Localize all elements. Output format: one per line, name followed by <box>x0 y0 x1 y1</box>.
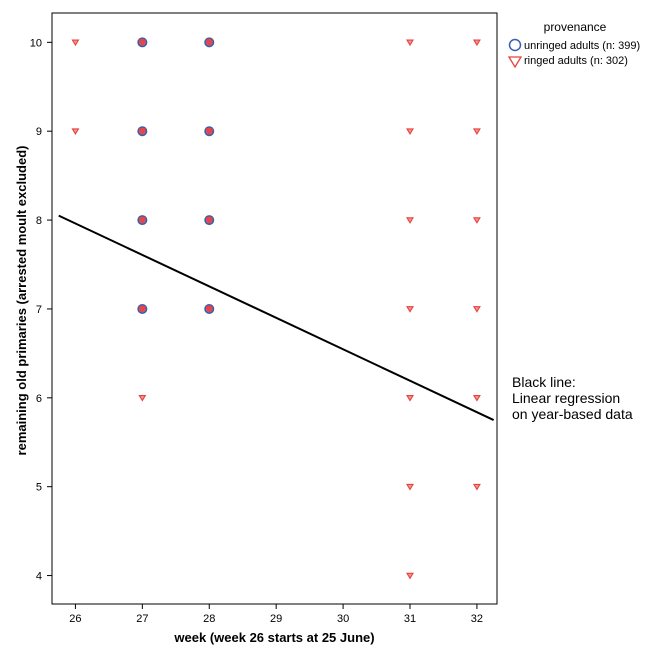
legend-item-ringed: ringed adults (n: 302) <box>507 55 628 69</box>
regression-line <box>58 214 495 421</box>
data-point-triangle <box>472 217 481 224</box>
data-point-triangle <box>472 306 481 313</box>
y-axis-title: remaining old primaries (arrested moult … <box>14 146 29 456</box>
regression-line-group <box>58 214 495 421</box>
data-point-triangle <box>71 39 80 47</box>
legend-title: provenance <box>544 20 607 34</box>
data-point-triangle <box>138 217 147 224</box>
data-point-triangle <box>138 395 147 402</box>
data-point-triangle <box>205 217 214 224</box>
data-point-triangle <box>138 39 147 47</box>
x-tick-label: 30 <box>337 613 349 625</box>
y-tick-label: 7 <box>36 304 42 316</box>
data-point-triangle <box>406 39 414 47</box>
data-point-triangle <box>138 128 147 135</box>
regression-note-line: on year-based data <box>512 406 633 422</box>
series-ringed <box>71 39 481 580</box>
data-point-triangle <box>205 128 214 135</box>
x-tick-label: 28 <box>203 613 215 625</box>
data-point-triangle <box>406 217 414 224</box>
data-point-triangle <box>472 483 481 491</box>
data-point-triangle <box>138 306 147 313</box>
legend-marker-circle-icon <box>508 38 522 52</box>
series-group <box>71 37 481 580</box>
data-point-triangle <box>406 306 414 313</box>
x-tick-label: 32 <box>471 613 483 625</box>
data-point-triangle <box>406 128 414 135</box>
x-tick-label: 27 <box>136 613 148 625</box>
data-point-triangle <box>472 128 481 135</box>
y-tick-label: 9 <box>36 126 42 138</box>
x-axis: 26 27 28 29 30 31 32 <box>69 604 483 625</box>
y-tick-label: 5 <box>36 482 42 494</box>
regression-note-line: Linear regression <box>512 390 620 406</box>
x-tick-label: 29 <box>270 613 282 625</box>
legend-label-ringed: ringed adults (n: 302) <box>524 55 628 67</box>
data-point-triangle <box>406 572 414 580</box>
legend-item-unringed: unringed adults (n: 399) <box>508 38 640 52</box>
x-axis-title: week (week 26 starts at 25 June) <box>173 630 374 645</box>
legend-marker-triangle-icon <box>507 56 523 69</box>
y-axis: 4 5 6 7 8 9 10 <box>30 37 52 583</box>
x-tick-label: 26 <box>69 613 81 625</box>
data-point-triangle <box>472 39 481 47</box>
data-point-triangle <box>205 39 214 47</box>
x-tick-label: 31 <box>404 613 416 625</box>
data-point-triangle <box>406 483 414 491</box>
data-point-triangle <box>205 306 214 313</box>
y-tick-label: 10 <box>30 37 42 49</box>
series-unringed <box>137 37 215 314</box>
y-tick-label: 8 <box>36 215 42 227</box>
legend: provenance unringed adults (n: 399) ring… <box>507 20 640 69</box>
regression-note: Black line: Linear regression on year-ba… <box>512 374 633 422</box>
y-tick-label: 4 <box>36 571 42 583</box>
data-point-triangle <box>472 395 481 402</box>
y-tick-label: 6 <box>36 393 42 405</box>
plot-area <box>51 12 498 605</box>
data-point-triangle <box>71 128 80 135</box>
plot-frame <box>51 12 498 605</box>
legend-label-unringed: unringed adults (n: 399) <box>524 40 640 52</box>
data-point-triangle <box>406 395 414 402</box>
regression-note-line: Black line: <box>512 374 576 390</box>
